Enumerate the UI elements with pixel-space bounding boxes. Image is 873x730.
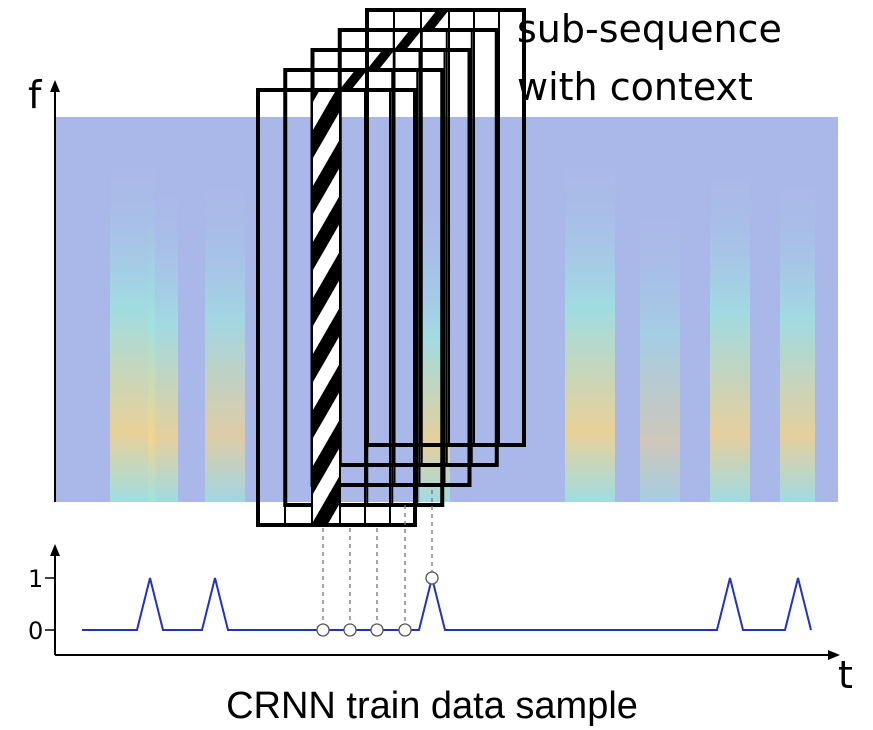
frame-part <box>421 10 449 30</box>
target-plot: 1 0 t <box>28 490 853 697</box>
t-axis-label: t <box>838 653 853 697</box>
tick-label: 0 <box>28 617 43 645</box>
annotation-line: sub-sequence <box>517 7 782 51</box>
frame-part <box>366 50 395 70</box>
annotation-line: with context <box>517 65 753 109</box>
frame-part <box>339 70 368 90</box>
frame-part <box>393 30 422 50</box>
f-axis-label: f <box>28 73 43 117</box>
frame-part <box>312 90 340 525</box>
sub-sequence-frames <box>256 8 526 527</box>
caption: CRNN train data sample <box>226 685 638 727</box>
tick-label: 1 <box>28 565 43 593</box>
f-axis: f <box>28 73 60 502</box>
frame-part <box>256 88 417 527</box>
